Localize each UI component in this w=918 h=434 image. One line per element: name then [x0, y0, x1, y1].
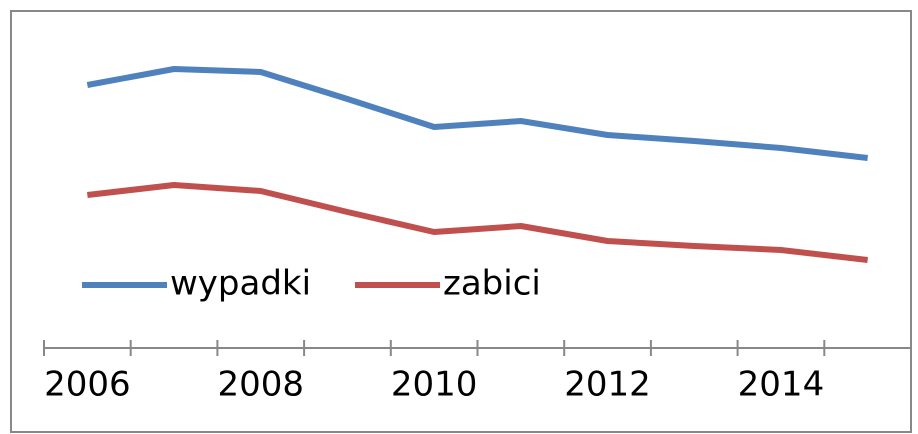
x-tick-label: 2008 — [217, 365, 304, 405]
x-tick-label: 2010 — [391, 365, 478, 405]
legend-label: zabici — [443, 264, 541, 304]
line-series — [86, 66, 868, 161]
x-tick-label: 2014 — [738, 365, 825, 405]
legend-label: wypadki — [170, 264, 311, 304]
chart-frame — [10, 10, 912, 433]
line-series — [87, 182, 868, 263]
x-tick-label: 2006 — [44, 365, 131, 405]
x-tick-label: 2012 — [564, 365, 651, 405]
